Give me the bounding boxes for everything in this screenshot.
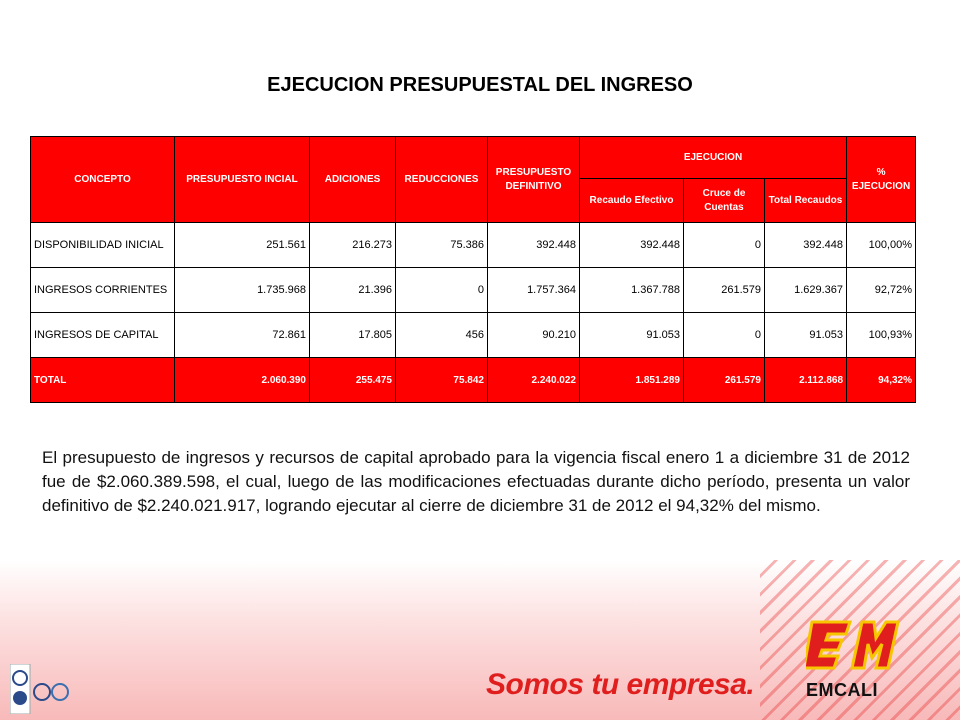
table-row: INGRESOS DE CAPITAL 72.861 17.805 456 90…: [30, 312, 917, 358]
table-row: DISPONIBILIDAD INICIAL 251.561 216.273 7…: [30, 222, 917, 268]
total-label: TOTAL: [30, 357, 175, 403]
header-reducciones: REDUCCIONES: [395, 136, 488, 223]
cell-cruce-cuentas: 0: [683, 222, 765, 268]
cell-total-recaudos: 1.629.367: [763, 267, 848, 313]
header-presupuesto-inicial: PRESUPUESTO INCIAL: [174, 136, 310, 223]
cell-reducciones: 0: [395, 267, 488, 313]
cell-total-recaudos: 91.053: [763, 312, 848, 358]
cell-total-recaudos: 392.448: [763, 222, 848, 268]
budget-execution-table: CONCEPTO PRESUPUESTO INCIAL ADICIONES RE…: [30, 136, 917, 403]
total-presupuesto-definitivo: 2.240.022: [487, 357, 580, 403]
summary-paragraph: El presupuesto de ingresos y recursos de…: [42, 448, 910, 515]
total-cruce-cuentas: 261.579: [683, 357, 765, 403]
cell-adiciones: 17.805: [309, 312, 396, 358]
header-recaudo-efectivo: Recaudo Efectivo: [579, 178, 684, 223]
cell-reducciones: 456: [395, 312, 488, 358]
table-row: INGRESOS CORRIENTES 1.735.968 21.396 0 1…: [30, 267, 917, 313]
header-ejecucion: EJECUCION: [578, 136, 848, 179]
row-concepto: INGRESOS CORRIENTES: [30, 267, 175, 313]
row-concepto: DISPONIBILIDAD INICIAL: [30, 222, 175, 268]
header-adiciones: ADICIONES: [309, 136, 396, 223]
cell-presupuesto-inicial: 1.735.968: [174, 267, 310, 313]
total-reducciones: 75.842: [395, 357, 488, 403]
cell-pct-ejecucion: 92,72%: [846, 267, 917, 313]
slogan: Somos tu empresa.: [486, 668, 755, 701]
cell-presupuesto-definitivo: 392.448: [487, 222, 580, 268]
footer-band: [0, 560, 960, 720]
total-presupuesto-inicial: 2.060.390: [174, 357, 310, 403]
cell-adiciones: 216.273: [309, 222, 396, 268]
header-cruce-cuentas: Cruce de Cuentas: [683, 178, 765, 223]
cell-cruce-cuentas: 261.579: [683, 267, 765, 313]
total-recaudo-efectivo: 1.851.289: [579, 357, 684, 403]
page-title: EJECUCION PRESUPUESTAL DEL INGRESO: [267, 74, 693, 96]
cell-recaudo-efectivo: 91.053: [579, 312, 684, 358]
cell-reducciones: 75.386: [395, 222, 488, 268]
total-row: TOTAL 2.060.390 255.475 75.842 2.240.022…: [30, 357, 917, 403]
row-concepto: INGRESOS DE CAPITAL: [30, 312, 175, 358]
header-total-recaudos: Total Recaudos: [763, 178, 848, 223]
cell-adiciones: 21.396: [309, 267, 396, 313]
total-pct-ejecucion: 94,32%: [846, 357, 917, 403]
cell-pct-ejecucion: 100,00%: [846, 222, 917, 268]
cell-cruce-cuentas: 0: [683, 312, 765, 358]
brand-name: EMCALI: [806, 680, 878, 700]
cell-presupuesto-definitivo: 1.757.364: [487, 267, 580, 313]
cell-pct-ejecucion: 100,93%: [846, 312, 917, 358]
total-adiciones: 255.475: [309, 357, 396, 403]
cell-presupuesto-inicial: 72.861: [174, 312, 310, 358]
certification-logos-icon: [9, 663, 70, 719]
cell-presupuesto-inicial: 251.561: [174, 222, 310, 268]
total-total-recaudos: 2.112.868: [763, 357, 848, 403]
cell-presupuesto-definitivo: 90.210: [487, 312, 580, 358]
header-pct-ejecucion: % EJECUCION: [846, 136, 917, 223]
emcali-em-logo-icon: [802, 614, 906, 685]
header-concepto: CONCEPTO: [30, 136, 175, 223]
cell-recaudo-efectivo: 392.448: [579, 222, 684, 268]
cell-recaudo-efectivo: 1.367.788: [579, 267, 684, 313]
header-presupuesto-definitivo: PRESUPUESTO DEFINITIVO: [487, 136, 580, 223]
